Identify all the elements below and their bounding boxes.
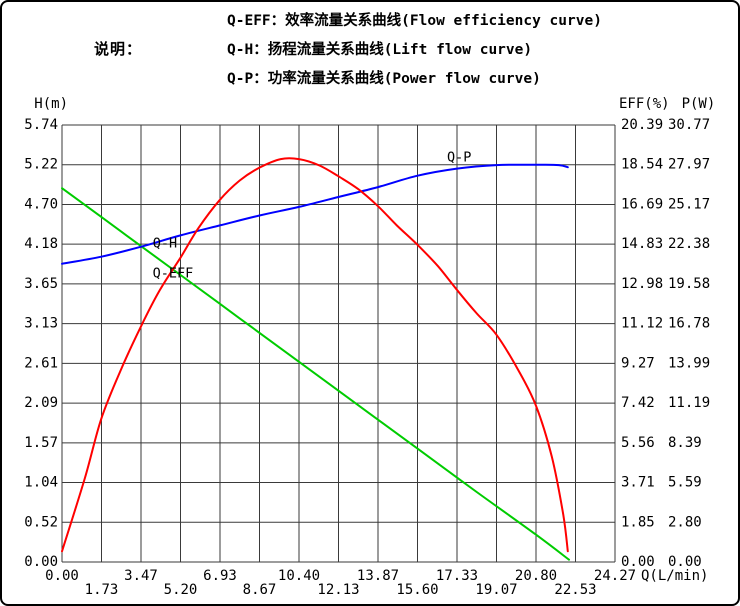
eff-tick-label: 20.39 <box>621 117 663 133</box>
p-tick-label: 11.19 <box>668 395 710 411</box>
p-tick-label: 0.00 <box>668 554 702 570</box>
x-axis-title: Q(L/min) <box>641 568 709 584</box>
eff-tick-label: 5.56 <box>621 435 655 451</box>
left-tick-label: 1.04 <box>24 475 58 491</box>
x-tick-label: 12.13 <box>317 582 359 598</box>
curve-label-q-h: Q-H <box>153 236 177 252</box>
x-tick-label: 8.67 <box>243 582 277 598</box>
p-tick-label: 2.80 <box>668 514 702 530</box>
x-tick-label: 10.40 <box>278 568 320 584</box>
legend-line-q-p: Q-P：功率流量关系曲线(Power flow curve) <box>227 71 541 87</box>
p-tick-label: 27.97 <box>668 157 710 173</box>
left-tick-label: 0.52 <box>24 514 58 530</box>
legend: Q-EFF：效率流量关系曲线(Flow efficiency curve) Q-… <box>227 7 602 94</box>
eff-tick-label: 1.85 <box>621 514 655 530</box>
x-tick-label: 0.00 <box>45 568 79 584</box>
eff-tick-label: 9.27 <box>621 355 655 371</box>
x-tick-label: 17.33 <box>436 568 478 584</box>
x-tick-label: 20.80 <box>515 568 557 584</box>
left-tick-label: 2.09 <box>24 395 58 411</box>
x-tick-label: 5.20 <box>164 582 198 598</box>
left-tick-label: 5.74 <box>24 117 58 133</box>
eff-tick-label: 16.69 <box>621 196 663 212</box>
x-tick-label: 19.07 <box>475 582 517 598</box>
x-tick-label: 3.47 <box>124 568 158 584</box>
eff-tick-label: 3.71 <box>621 475 655 491</box>
eff-tick-label: 18.54 <box>621 157 663 173</box>
p-tick-label: 8.39 <box>668 435 702 451</box>
right-axis-title-p: P(W) <box>681 96 716 112</box>
eff-tick-label: 14.83 <box>621 236 663 252</box>
legend-line-q-eff: Q-EFF：效率流量关系曲线(Flow efficiency curve) <box>227 13 602 29</box>
left-tick-label: 3.13 <box>24 316 58 332</box>
curve-q-p <box>61 163 569 265</box>
p-tick-label: 16.78 <box>668 316 710 332</box>
p-tick-label: 25.17 <box>668 196 710 212</box>
p-tick-label: 30.77 <box>668 117 710 133</box>
legend-title: 说明： <box>94 40 143 58</box>
curve-q-eff <box>61 157 569 553</box>
curve-q-h <box>61 187 570 561</box>
x-tick-label: 13.87 <box>357 568 399 584</box>
right-p-tick-labels: 30.77 27.97 25.17 22.38 19.58 16.78 13.99 11.19… <box>668 117 710 570</box>
p-tick-label: 5.59 <box>668 475 702 491</box>
p-tick-label: 22.38 <box>668 236 710 252</box>
left-tick-label: 0.00 <box>24 554 58 570</box>
right-axis-title-eff: EFF(%) <box>619 96 670 112</box>
eff-tick-label: 0.00 <box>621 554 655 570</box>
left-tick-label: 1.57 <box>24 435 58 451</box>
left-tick-label: 3.65 <box>24 276 58 292</box>
left-tick-label: 5.22 <box>24 157 58 173</box>
left-tick-label: 4.70 <box>24 196 58 212</box>
x-tick-label: 1.73 <box>85 582 119 598</box>
right-eff-tick-labels: 20.39 18.54 16.69 14.83 12.98 11.12 9.27 7.42 5.… <box>621 117 663 570</box>
x-tick-label: 6.93 <box>203 568 237 584</box>
left-axis-title: H(m) <box>34 96 68 112</box>
eff-tick-label: 12.98 <box>621 276 663 292</box>
left-tick-label: 2.61 <box>24 355 58 371</box>
curve-labels: Q-H Q-EFF Q-P <box>153 150 472 282</box>
x-tick-label: 24.27 <box>594 568 636 584</box>
grid-lines <box>61 124 616 563</box>
p-tick-label: 13.99 <box>668 355 710 371</box>
x-tick-labels: 0.001.733.475.206.938.6710.4012.1313.871… <box>45 568 636 598</box>
x-tick-label: 22.53 <box>554 582 596 598</box>
legend-line-q-h: Q-H：扬程流量关系曲线(Lift flow curve) <box>227 42 533 58</box>
curve-label-q-eff: Q-EFF <box>153 266 194 282</box>
p-tick-label: 19.58 <box>668 276 710 292</box>
left-tick-labels: 5.74 5.22 4.70 4.18 3.65 3.13 2.61 2.09 1.57 1.04… <box>24 117 58 570</box>
eff-tick-label: 7.42 <box>621 395 655 411</box>
right-axis-titles: EFF(%) P(W) <box>619 96 715 112</box>
left-tick-label: 4.18 <box>24 236 58 252</box>
eff-tick-label: 11.12 <box>621 316 663 332</box>
curve-label-q-p: Q-P <box>447 150 471 166</box>
x-tick-label: 15.60 <box>396 582 438 598</box>
